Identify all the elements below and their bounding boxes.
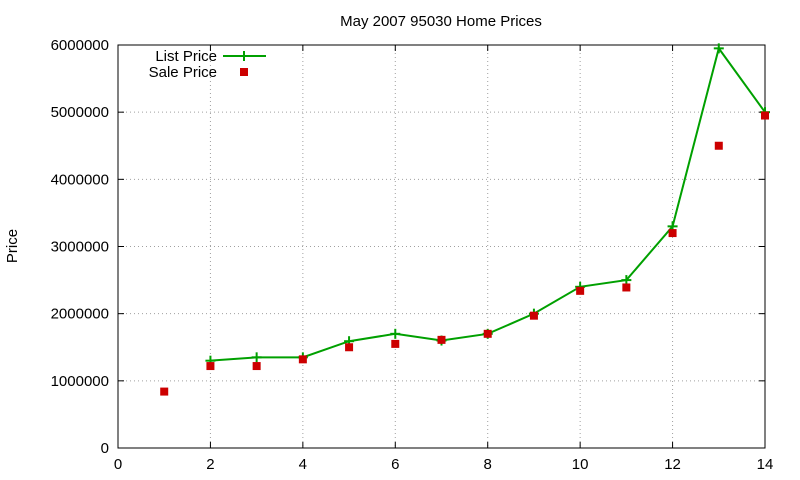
sale-price-point [529, 311, 538, 320]
list-price-point [621, 275, 632, 286]
legend-label: Sale Price [149, 64, 217, 81]
x-tick-label: 0 [114, 456, 122, 473]
sale-price-point [298, 355, 307, 364]
sale-price-point [391, 339, 400, 348]
sale-price-point [345, 343, 354, 352]
y-tick-label: 3000000 [51, 239, 109, 256]
y-tick-label: 6000000 [51, 37, 109, 54]
x-tick-label: 12 [664, 456, 681, 473]
list-price-point [390, 328, 401, 339]
y-axis-label: Price [4, 229, 21, 263]
x-tick-label: 6 [391, 456, 399, 473]
legend-square-swatch [240, 68, 248, 76]
list-price-point [713, 43, 724, 54]
series-layer [160, 43, 770, 396]
x-tick-label: 2 [206, 456, 214, 473]
tick-labels: 0 2 4 6 8 10 12 14 0 1000000 2000000 3000000 4000000… [51, 37, 774, 473]
sale-price-point [206, 362, 215, 371]
chart-title: May 2007 95030 Home Prices [340, 13, 542, 30]
x-tick-label: 4 [299, 456, 307, 473]
sale-price-point [437, 335, 446, 344]
legend-label: List Price [155, 48, 217, 65]
y-tick-label: 0 [101, 440, 109, 457]
x-tick-label: 10 [572, 456, 589, 473]
x-tick-label: 14 [757, 456, 774, 473]
sale-price-point [761, 111, 769, 120]
list-price-point [251, 352, 262, 363]
sale-price-point [160, 387, 169, 396]
y-tick-label: 1000000 [51, 373, 109, 390]
x-tick-label: 8 [484, 456, 492, 473]
y-tick-label: 2000000 [51, 306, 109, 323]
sale-price-point [483, 329, 492, 338]
y-tick-label: 5000000 [51, 104, 109, 121]
axes [117, 44, 766, 449]
sale-price-point [622, 283, 631, 292]
sale-price-point [668, 229, 677, 238]
sale-price-point [576, 286, 585, 295]
y-tick-label: 4000000 [51, 171, 109, 188]
sale-price-point [714, 141, 723, 150]
sale-price-point [252, 362, 261, 371]
